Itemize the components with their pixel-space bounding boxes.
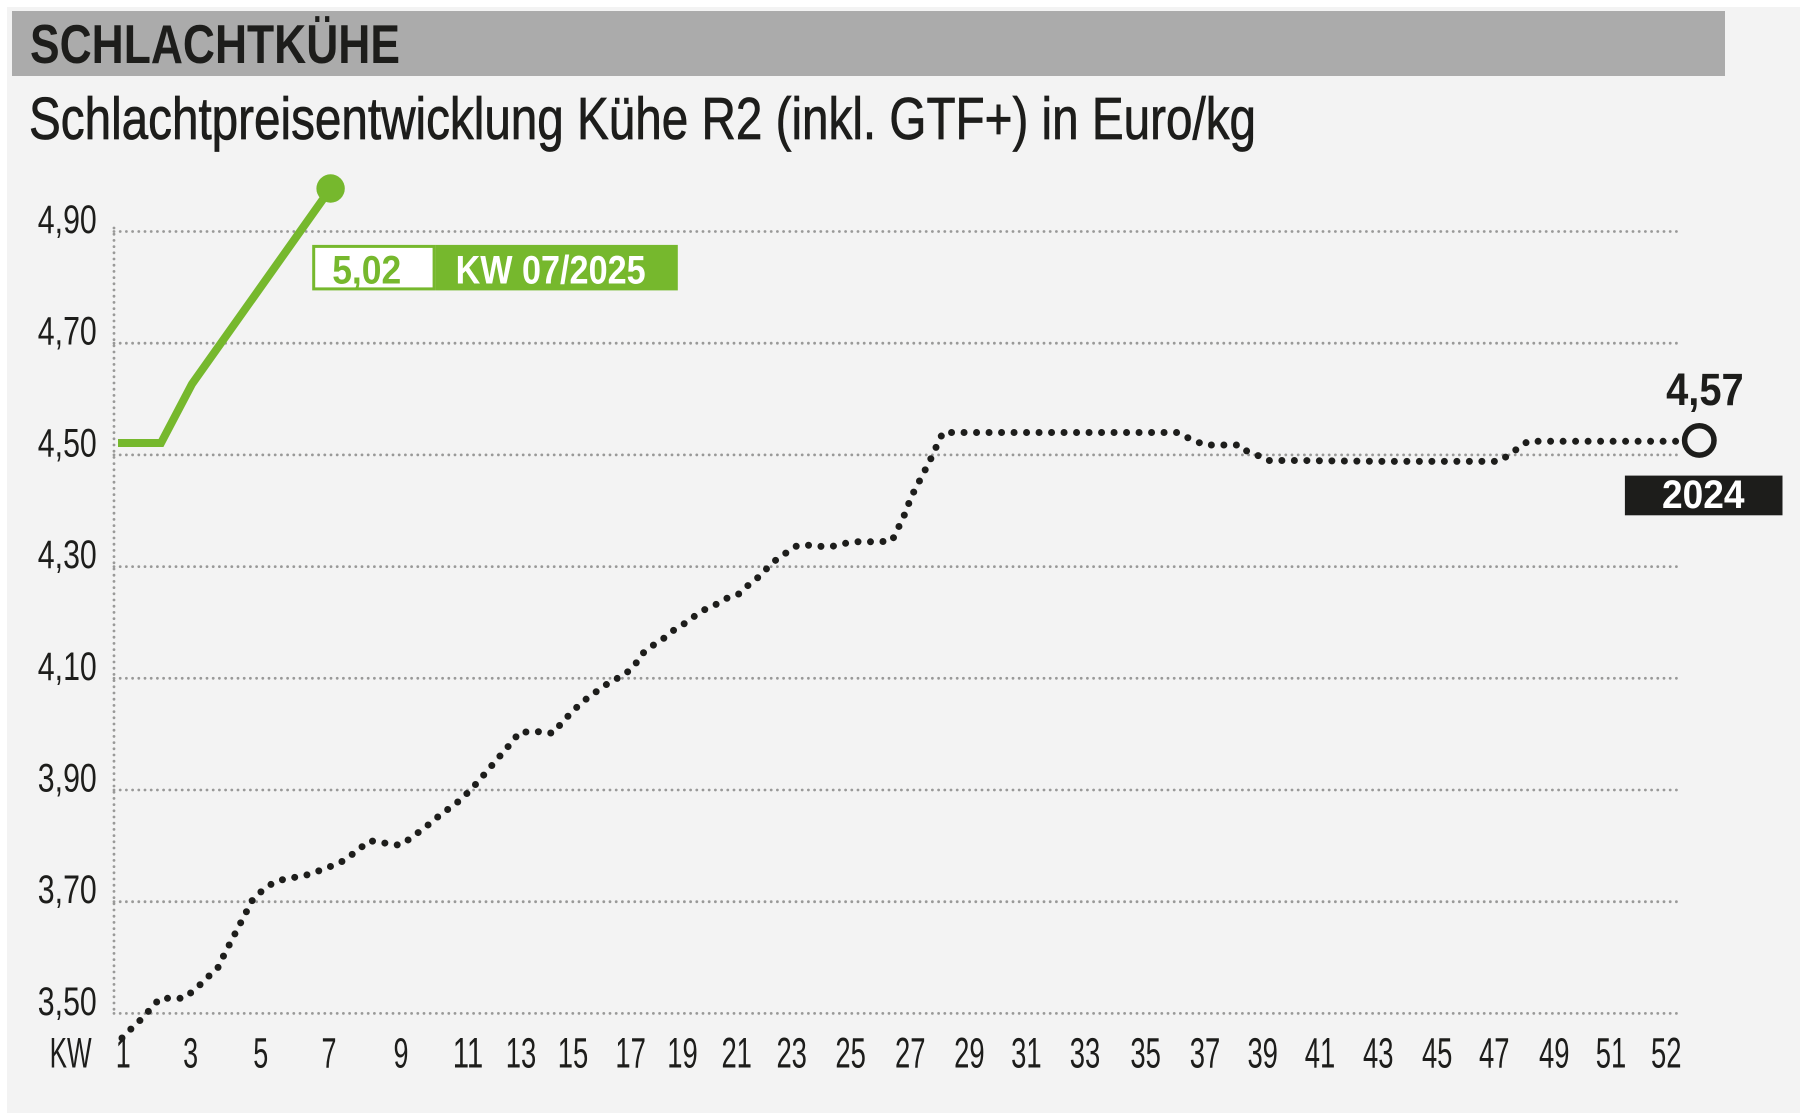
- svg-text:29: 29: [954, 1030, 985, 1078]
- svg-text:45: 45: [1422, 1030, 1453, 1078]
- svg-text:9: 9: [394, 1030, 409, 1078]
- svg-text:2024: 2024: [1662, 473, 1745, 517]
- svg-text:11: 11: [453, 1030, 484, 1078]
- svg-text:43: 43: [1363, 1030, 1394, 1078]
- svg-text:SCHLACHTKÜHE: SCHLACHTKÜHE: [30, 13, 400, 75]
- svg-text:19: 19: [667, 1030, 698, 1078]
- svg-text:21: 21: [721, 1030, 752, 1078]
- svg-text:17: 17: [615, 1030, 646, 1078]
- svg-text:4,10: 4,10: [38, 645, 97, 689]
- svg-text:3,70: 3,70: [38, 868, 97, 912]
- svg-text:KW 07/2025: KW 07/2025: [456, 248, 646, 292]
- svg-text:4,30: 4,30: [38, 533, 97, 577]
- svg-text:Schlachtpreisentwicklung Kühe: Schlachtpreisentwicklung Kühe R2 (inkl. …: [29, 86, 1256, 152]
- svg-text:4,70: 4,70: [38, 310, 97, 354]
- svg-text:13: 13: [506, 1030, 537, 1078]
- svg-text:3: 3: [183, 1030, 198, 1078]
- svg-text:1: 1: [116, 1030, 131, 1078]
- svg-text:3,50: 3,50: [38, 980, 97, 1024]
- svg-text:15: 15: [558, 1030, 589, 1078]
- svg-text:25: 25: [835, 1030, 866, 1078]
- svg-text:KW: KW: [50, 1030, 92, 1078]
- svg-text:4,90: 4,90: [38, 198, 97, 242]
- svg-text:27: 27: [895, 1030, 926, 1078]
- svg-text:5,02: 5,02: [332, 248, 401, 292]
- svg-text:7: 7: [322, 1030, 337, 1078]
- svg-text:49: 49: [1539, 1030, 1570, 1078]
- svg-text:39: 39: [1247, 1030, 1278, 1078]
- svg-text:47: 47: [1479, 1030, 1510, 1078]
- svg-text:4,50: 4,50: [38, 421, 97, 465]
- svg-text:3,90: 3,90: [38, 757, 97, 801]
- svg-text:33: 33: [1070, 1030, 1101, 1078]
- svg-text:51: 51: [1596, 1030, 1627, 1078]
- svg-text:35: 35: [1130, 1030, 1161, 1078]
- svg-text:37: 37: [1190, 1030, 1221, 1078]
- svg-text:52: 52: [1651, 1030, 1682, 1078]
- svg-text:5: 5: [253, 1030, 268, 1078]
- svg-text:23: 23: [776, 1030, 807, 1078]
- svg-text:41: 41: [1305, 1030, 1336, 1078]
- svg-text:31: 31: [1011, 1030, 1042, 1078]
- svg-text:4,57: 4,57: [1666, 364, 1744, 415]
